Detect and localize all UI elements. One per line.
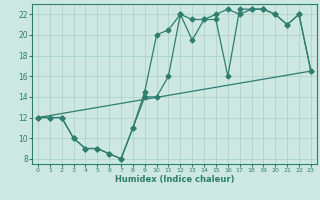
X-axis label: Humidex (Indice chaleur): Humidex (Indice chaleur) [115, 175, 234, 184]
